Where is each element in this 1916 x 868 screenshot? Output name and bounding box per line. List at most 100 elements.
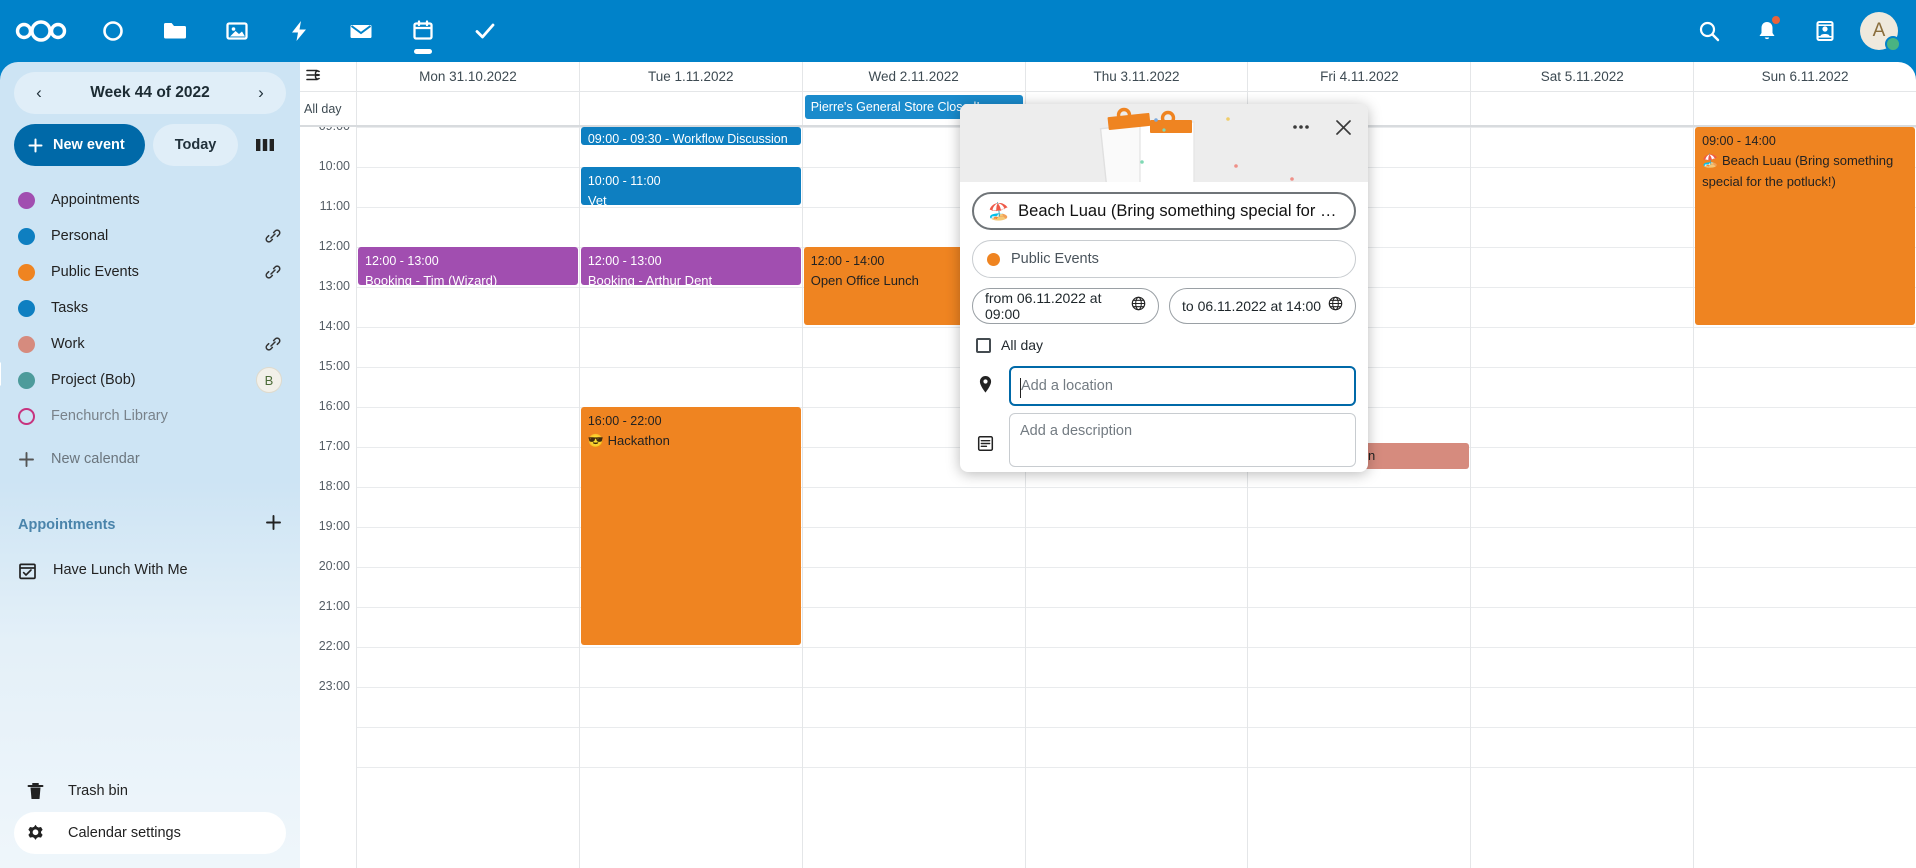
- hour-gridline: [1694, 327, 1916, 328]
- description-input[interactable]: Add a description: [1009, 413, 1356, 467]
- day-header-thu[interactable]: Thu 3.11.2022: [1024, 62, 1248, 91]
- time-label: 19:00: [318, 519, 350, 533]
- sidebar-item-fenchurch-library[interactable]: Fenchurch Library: [0, 398, 300, 434]
- shared-by-avatar[interactable]: B: [256, 367, 282, 393]
- calendar-color-dot: [18, 335, 35, 353]
- calendar-settings-label: Calendar settings: [68, 825, 181, 841]
- event-title-value: Beach Luau (Bring something special for …: [1018, 201, 1340, 220]
- hour-gridline: [1471, 487, 1694, 488]
- calendar-icon[interactable]: [392, 0, 454, 62]
- day-column-tue[interactable]: 09:00 - 09:30 - Workflow Discussion 10:00…: [578, 127, 802, 868]
- share-link-icon[interactable]: [264, 227, 282, 245]
- appointment-item-have-lunch-with-me[interactable]: Have Lunch With Me: [0, 550, 300, 590]
- plus-icon: [28, 138, 43, 152]
- hour-gridline: [802, 607, 1025, 608]
- more-actions-icon[interactable]: [1284, 110, 1318, 144]
- hour-gridline: [357, 207, 579, 208]
- dashboard-icon[interactable]: [82, 0, 144, 62]
- event-calendar-select[interactable]: Public Events: [972, 240, 1356, 278]
- text-caret: [1020, 378, 1021, 398]
- sidebar-item-appointments[interactable]: Appointments: [0, 182, 300, 218]
- sidebar-item-tasks[interactable]: Tasks: [0, 290, 300, 326]
- day-header-sat[interactable]: Sat 5.11.2022: [1470, 62, 1693, 91]
- hour-gridline: [1248, 767, 1471, 768]
- day-header-tue[interactable]: Tue 1.11.2022: [578, 62, 802, 91]
- event-title-input[interactable]: 🏖️ Beach Luau (Bring something special f…: [972, 192, 1356, 230]
- hour-gridline: [802, 567, 1025, 568]
- day-column-sat[interactable]: [1470, 127, 1694, 868]
- calendar-event[interactable]: 09:00 - 14:00 🏖️ Beach Luau (Bring someth…: [1695, 127, 1916, 325]
- day-header-wed[interactable]: Wed 2.11.2022: [801, 62, 1025, 91]
- calendar-name: Fenchurch Library: [51, 408, 168, 424]
- sidebar-item-project-bob[interactable]: Project (Bob) B: [0, 362, 300, 398]
- check-icon[interactable]: [454, 0, 516, 62]
- day-header-fri[interactable]: Fri 4.11.2022: [1247, 62, 1470, 91]
- calendar-event[interactable]: 12:00 - 13:00 Booking - Arthur Dent: [580, 247, 801, 285]
- hour-gridline: [1025, 687, 1248, 688]
- location-placeholder: Add a location: [1021, 378, 1113, 394]
- calendar-event[interactable]: 12:00 - 13:00 Booking - Tim (Wizard): [358, 247, 578, 285]
- event-title: Booking - Tim (Wizard): [365, 273, 498, 285]
- calendar-color-dot: [18, 407, 35, 425]
- view-switcher-icon[interactable]: [248, 128, 282, 162]
- event-title: 😎 Hackathon: [587, 433, 670, 449]
- timezone-globe-icon[interactable]: [1131, 296, 1146, 316]
- hour-gridline: [1471, 607, 1694, 608]
- user-avatar[interactable]: A: [1860, 12, 1901, 52]
- sidebar-item-work[interactable]: Work: [0, 326, 300, 362]
- all-day-cell-tue[interactable]: [578, 92, 802, 125]
- all-day-label: All day: [1001, 337, 1044, 353]
- hour-gridline: [579, 327, 802, 328]
- sidebar-actions: New event Today: [14, 124, 286, 166]
- calendar-event[interactable]: 09:00 - 09:30 - Workflow Discussion: [580, 127, 801, 145]
- sidebar-item-public-events[interactable]: Public Events: [0, 254, 300, 290]
- all-day-cell-sun[interactable]: [1693, 92, 1916, 125]
- hour-gridline: [1025, 527, 1248, 528]
- day-column-sun[interactable]: 09:00 - 14:00 🏖️ Beach Luau (Bring someth…: [1693, 127, 1916, 868]
- hour-gridline: [1471, 567, 1694, 568]
- all-day-cell-sat[interactable]: [1470, 92, 1693, 125]
- image-icon[interactable]: [206, 0, 268, 62]
- today-button[interactable]: Today: [152, 124, 239, 166]
- day-column-mon[interactable]: 12:00 - 13:00 Booking - Tim (Wizard): [356, 127, 579, 868]
- notifications-bell-icon[interactable]: [1738, 0, 1796, 62]
- next-week-button[interactable]: ›: [258, 83, 264, 102]
- beach-emoji-icon: 🏖️: [988, 201, 1010, 221]
- calendar-color-dot: [18, 371, 35, 389]
- envelope-icon[interactable]: [330, 0, 392, 62]
- location-input[interactable]: Add a location: [1009, 366, 1356, 406]
- day-header-mon[interactable]: Mon 31.10.2022: [356, 62, 579, 91]
- all-day-cell-mon[interactable]: [356, 92, 579, 125]
- day-header-sun[interactable]: Sun 6.11.2022: [1693, 62, 1916, 91]
- previous-week-button[interactable]: ‹: [36, 83, 42, 102]
- new-event-button[interactable]: New event: [14, 124, 145, 166]
- event-title: Open Office Lunch: [810, 273, 919, 289]
- new-calendar-button[interactable]: New calendar: [0, 440, 300, 478]
- add-appointment-button[interactable]: [265, 514, 282, 536]
- calendar-name: Public Events: [51, 264, 139, 280]
- nextcloud-logo-icon[interactable]: [0, 0, 82, 62]
- calendar-event[interactable]: 16:00 - 22:00 😎 Hackathon: [580, 407, 801, 645]
- share-link-icon[interactable]: [264, 263, 282, 281]
- timezone-globe-icon[interactable]: [1328, 296, 1343, 316]
- collapse-allday-icon[interactable]: [306, 68, 322, 85]
- sidebar-item-personal[interactable]: Personal: [0, 218, 300, 254]
- all-day-checkbox[interactable]: [976, 337, 991, 353]
- calendar-event[interactable]: 10:00 - 11:00 Vet: [580, 167, 801, 205]
- share-link-icon[interactable]: [264, 335, 282, 353]
- event-start-datetime[interactable]: from 06.11.2022 at 09:00: [972, 288, 1159, 324]
- folder-icon[interactable]: [144, 0, 206, 62]
- event-end-datetime[interactable]: to 06.11.2022 at 14:00: [1169, 288, 1356, 324]
- search-icon[interactable]: [1680, 0, 1738, 62]
- hour-gridline: [1471, 447, 1694, 448]
- hour-gridline: [1248, 527, 1471, 528]
- contacts-icon[interactable]: [1796, 0, 1854, 62]
- calendar-settings-button[interactable]: Calendar settings: [14, 812, 286, 854]
- appointments-section-header: Appointments: [0, 512, 300, 538]
- trash-bin-button[interactable]: Trash bin: [14, 770, 286, 812]
- calendar-color-dot: [18, 191, 35, 209]
- hour-gridline: [1248, 607, 1471, 608]
- modal-top-controls: [1284, 110, 1360, 144]
- lightning-icon[interactable]: [268, 0, 330, 62]
- close-icon[interactable]: [1326, 110, 1360, 144]
